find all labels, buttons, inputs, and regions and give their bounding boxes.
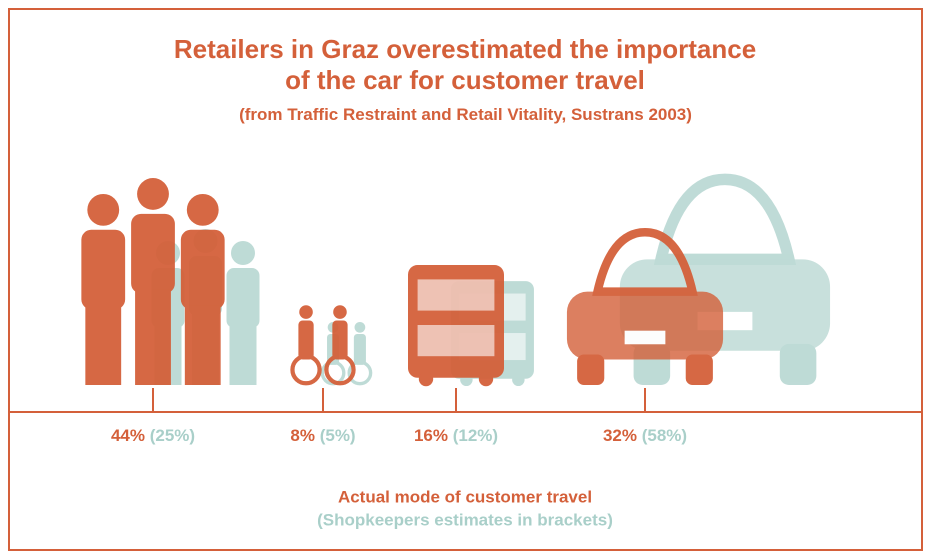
- pictogram: [408, 265, 504, 386]
- head: [187, 194, 219, 226]
- value-label: 8% (5%): [290, 426, 355, 445]
- bus-window: [418, 279, 495, 310]
- rider: [332, 321, 347, 360]
- estimate-label: (58%): [642, 426, 687, 445]
- legs: [185, 305, 221, 385]
- car-wheel: [686, 354, 713, 385]
- car-wheel: [577, 354, 604, 385]
- estimate-label: (25%): [150, 426, 195, 445]
- bus-wheel: [479, 372, 493, 386]
- legend-estimate: (Shopkeepers estimates in brackets): [317, 510, 613, 529]
- actual-label: 32%: [603, 426, 637, 445]
- head: [231, 241, 255, 265]
- value-label: 16% (12%): [414, 426, 498, 445]
- actual-label: 16%: [414, 426, 448, 445]
- bus-window: [418, 325, 495, 356]
- body: [131, 214, 175, 294]
- head: [333, 305, 347, 319]
- bus-wheel: [512, 374, 524, 386]
- infographic: Actual mode of customer travel (Shopkeep…: [0, 0, 931, 559]
- head: [355, 322, 366, 333]
- rider: [354, 334, 366, 365]
- value-label: 44% (25%): [111, 426, 195, 445]
- legend-actual: Actual mode of customer travel: [338, 487, 592, 506]
- legs: [85, 305, 121, 385]
- legs: [135, 289, 171, 385]
- body: [81, 230, 125, 310]
- car-wheel: [780, 344, 817, 385]
- body: [181, 230, 225, 310]
- car-body: [567, 292, 723, 360]
- rider: [298, 321, 313, 360]
- head: [299, 305, 313, 319]
- estimate-label: (5%): [320, 426, 356, 445]
- estimate-label: (12%): [453, 426, 498, 445]
- actual-label: 44%: [111, 426, 145, 445]
- wheel: [292, 356, 319, 383]
- car-roof: [661, 179, 789, 259]
- head: [137, 178, 169, 210]
- legs: [230, 325, 257, 385]
- pictogram: [81, 178, 224, 385]
- body: [227, 268, 260, 328]
- car-plate: [625, 331, 666, 345]
- bus-wheel: [419, 372, 433, 386]
- actual-label: 8%: [290, 426, 315, 445]
- chart-subtitle: (from Traffic Restraint and Retail Vital…: [0, 105, 931, 125]
- chart-title: Retailers in Graz overestimated the impo…: [170, 34, 760, 96]
- head: [87, 194, 119, 226]
- value-label: 32% (58%): [603, 426, 687, 445]
